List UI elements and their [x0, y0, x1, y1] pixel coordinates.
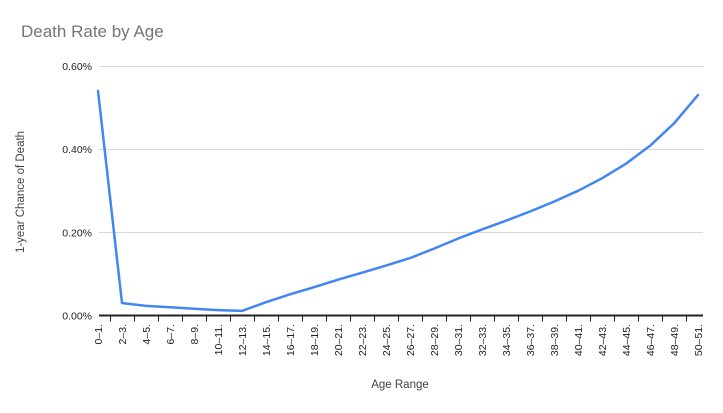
x-axis-tick-label: 50–51.: [693, 324, 705, 356]
x-axis-tick-label: 4–5.: [141, 324, 153, 344]
x-axis-tick-label: 38–39.: [549, 324, 561, 356]
x-axis-tick-label: 14–15.: [261, 324, 273, 356]
chart-title: Death Rate by Age: [21, 22, 164, 41]
y-axis-tick-label: 0.60%: [62, 61, 92, 73]
x-axis-tick-label: 24–25.: [381, 324, 393, 356]
y-axis-title: 1-year Chance of Death: [15, 131, 27, 253]
x-axis-tick-label: 28–29.: [429, 324, 441, 356]
x-axis-tick-label: 36–37.: [525, 324, 537, 356]
x-axis-tick-label: 32–33.: [477, 324, 489, 356]
x-axis-tick-label: 46–47.: [645, 324, 657, 356]
x-axis-tick-label: 10–11.: [213, 324, 225, 355]
x-axis-title: Age Range: [371, 379, 429, 391]
x-axis-tick-label: 6–7.: [165, 324, 177, 344]
x-axis-tick-label: 44–45.: [621, 324, 633, 356]
x-axis-tick-label: 26–27.: [405, 324, 417, 356]
y-axis-tick-label: 0.00%: [62, 311, 92, 323]
x-axis-tick-label: 16–17.: [285, 324, 297, 356]
x-axis-tick-label: 22–23.: [357, 324, 369, 356]
x-axis-tick-label: 0–1.: [93, 324, 105, 344]
x-axis-tick-label: 8–9.: [189, 324, 201, 344]
y-axis-tick-label: 0.20%: [62, 227, 92, 239]
x-axis-tick-label: 42–43.: [597, 324, 609, 356]
x-axis-tick-label: 40–41.: [573, 324, 585, 356]
x-axis-tick-label: 18–19.: [309, 324, 321, 356]
x-axis-tick-label: 20–21.: [333, 324, 345, 356]
x-axis-tick-label: 30–31.: [453, 324, 465, 356]
x-axis-tick-label: 2–3.: [117, 324, 129, 344]
x-axis-tick-label: 34–35.: [501, 324, 513, 356]
data-line: [96, 89, 700, 313]
y-axis-tick-label: 0.40%: [62, 144, 92, 156]
x-axis-tick-label: 12–13.: [237, 324, 249, 356]
x-axis-tick-label: 48–49.: [669, 324, 681, 356]
